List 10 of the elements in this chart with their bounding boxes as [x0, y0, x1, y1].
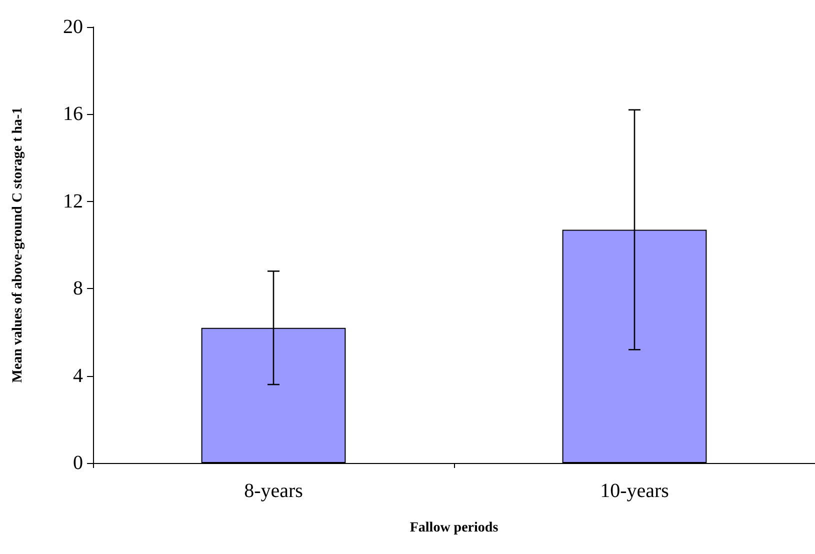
y-tick-label: 4: [73, 364, 83, 387]
y-tick-label: 0: [73, 452, 83, 474]
y-tick-label: 12: [63, 190, 83, 212]
y-tick-label: 16: [63, 103, 83, 126]
y-tick-label: 20: [63, 16, 83, 38]
x-tick-label: 8-years: [244, 480, 304, 502]
x-tick-label: 10-years: [600, 480, 670, 502]
x-axis-title: Fallow periods: [410, 520, 499, 536]
y-axis-title: Mean values of above-ground C storage t ha-1: [10, 107, 26, 383]
y-tick-label: 8: [73, 278, 83, 300]
